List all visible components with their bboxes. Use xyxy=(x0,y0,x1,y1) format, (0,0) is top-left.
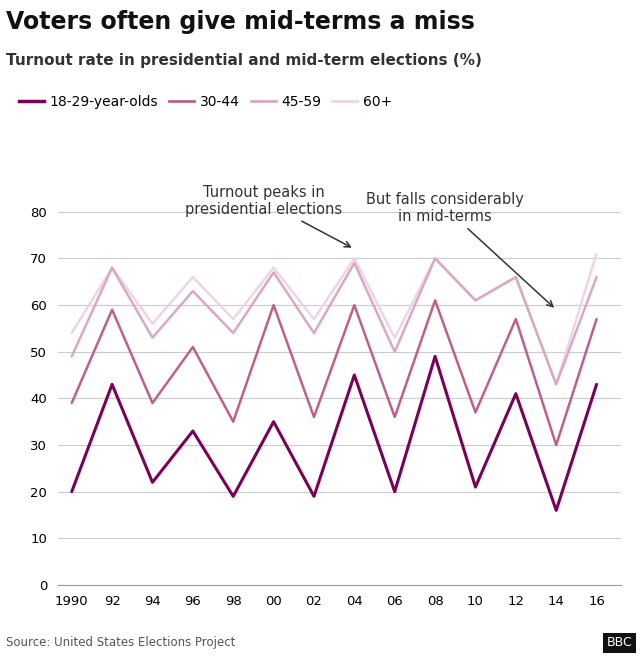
Text: Voters often give mid-terms a miss: Voters often give mid-terms a miss xyxy=(6,10,476,34)
Text: But falls considerably
in mid-terms: But falls considerably in mid-terms xyxy=(366,192,553,307)
Legend: 18-29-year-olds, 30-44, 45-59, 60+: 18-29-year-olds, 30-44, 45-59, 60+ xyxy=(13,90,398,114)
Text: Source: United States Elections Project: Source: United States Elections Project xyxy=(6,636,236,649)
Text: Turnout peaks in
presidential elections: Turnout peaks in presidential elections xyxy=(185,184,350,247)
Text: Turnout rate in presidential and mid-term elections (%): Turnout rate in presidential and mid-ter… xyxy=(6,53,483,68)
Text: BBC: BBC xyxy=(607,636,632,649)
